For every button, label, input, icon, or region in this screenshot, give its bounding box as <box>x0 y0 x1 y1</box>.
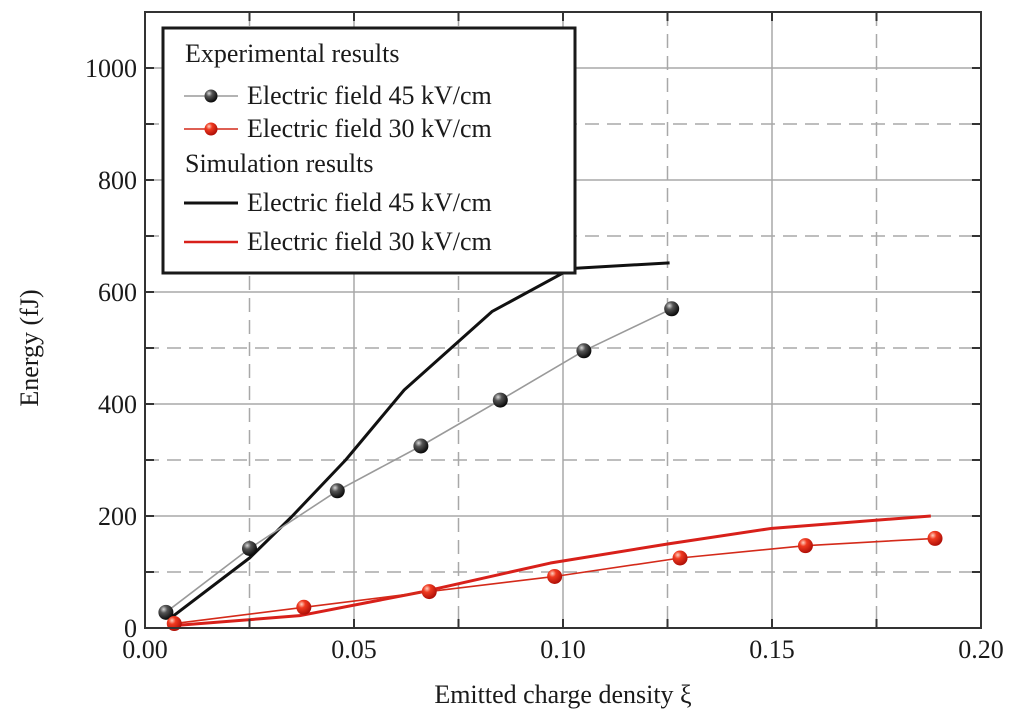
data-point <box>421 584 437 600</box>
data-point <box>413 438 429 454</box>
legend-entry-exp-30: Electric field 30 kV/cm <box>184 114 492 143</box>
legend-label: Electric field 45 kV/cm <box>247 188 492 217</box>
y-tick-label: 600 <box>98 278 137 307</box>
data-point <box>797 538 813 554</box>
y-tick-label: 800 <box>98 166 137 195</box>
data-point <box>492 392 508 408</box>
data-point <box>242 540 257 556</box>
legend-label: Electric field 45 kV/cm <box>247 81 492 110</box>
tick-labels: 0.00 0.05 0.10 0.15 0.20 0 200 400 600 800 1000 <box>85 54 1004 664</box>
y-tick-label: 1000 <box>85 54 137 83</box>
x-tick-label: 0.00 <box>122 635 168 664</box>
data-point <box>576 343 592 359</box>
series-3 <box>172 514 931 628</box>
legend-label: Electric field 30 kV/cm <box>247 114 492 143</box>
legend-label: Electric field 30 kV/cm <box>247 227 492 256</box>
x-tick-label: 0.05 <box>331 635 377 664</box>
data-point <box>672 550 688 566</box>
legend-entry-sim-45: Electric field 45 kV/cm <box>184 188 492 217</box>
data-point <box>329 483 345 499</box>
x-axis-title: Emitted charge density ξ <box>434 680 691 709</box>
series-0 <box>158 301 680 620</box>
ticks <box>144 12 982 629</box>
x-tick-label: 0.20 <box>958 635 1004 664</box>
legend-box <box>161 26 577 275</box>
y-axis-title: Energy (fJ) <box>15 289 44 406</box>
data-point <box>158 604 174 620</box>
legend-swatch-marker <box>204 89 218 103</box>
series-line <box>172 514 931 628</box>
legend-heading-experimental: Experimental results <box>185 39 399 68</box>
y-tick-label: 0 <box>124 614 137 643</box>
data-point <box>296 599 312 615</box>
legend-swatch-marker <box>204 122 218 136</box>
legend-entry-exp-45: Electric field 45 kV/cm <box>184 81 492 110</box>
legend: Experimental results Electric field 45 k… <box>161 26 577 275</box>
y-tick-label: 200 <box>98 502 137 531</box>
series-layer <box>158 261 943 632</box>
data-point <box>927 530 943 546</box>
legend-heading-simulation: Simulation results <box>185 149 374 178</box>
series-1 <box>166 530 943 632</box>
data-point <box>547 568 563 584</box>
y-tick-label: 400 <box>98 390 137 419</box>
x-tick-label: 0.15 <box>749 635 795 664</box>
data-point <box>664 301 680 317</box>
legend-entry-sim-30: Electric field 30 kV/cm <box>184 227 492 256</box>
x-tick-label: 0.10 <box>540 635 586 664</box>
